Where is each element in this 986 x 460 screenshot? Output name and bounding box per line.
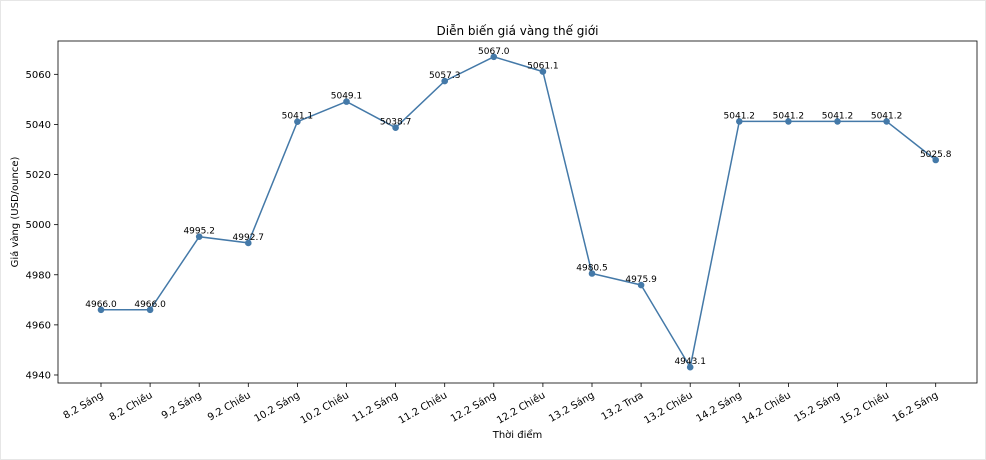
x-tick-label-12: 13.2 Chiều [642,389,695,426]
x-tick-label-4: 10.2 Sáng [252,389,302,425]
x-tick-label-11: 13.2 Trưa [600,390,646,423]
x-tick-label-6: 11.2 Sáng [350,389,400,425]
data-point-10 [588,270,596,277]
data-labels: 4966.0 4966.0 4995.2 4992.7 5041.1 5049.1 5038… [85,47,951,367]
y-tick-label-4960: 4960 [26,320,51,331]
x-tick-label-14: 14.2 Chiều [740,389,793,426]
data-label-3: 4992.7 [233,233,265,243]
data-point-7 [441,77,449,85]
data-label-17: 5025.8 [920,150,952,160]
x-tick-label-1: 8.2 Chiều [107,389,154,423]
data-label-8: 5067.0 [478,47,510,57]
data-point-16 [883,118,890,125]
data-point-3 [245,239,252,247]
price-series-line [101,55,937,370]
data-label-13: 5041.2 [724,111,756,121]
data-point-6 [392,124,399,131]
data-label-5: 5049.1 [331,92,363,102]
x-axis-label: Thời điểm [492,428,543,441]
x-tick-label-15: 15.2 Sáng [792,389,842,425]
x-tick-label-5: 10.2 Chiều [298,389,351,426]
x-tick-label-0: 8.2 Sáng [61,389,105,422]
x-tick-label-9: 12.2 Chiều [495,389,548,426]
x-tick-label-13: 14.2 Sáng [694,389,744,425]
x-axis: 8.2 Sáng 8.2 Chiều 9.2 Sáng 9.2 Chiều 10.2 S… [61,383,940,427]
y-tick-label-5040: 5040 [26,120,51,131]
data-label-12: 4943.1 [674,357,706,367]
y-axis-label: Giá vàng (USD/ounce) [9,157,21,268]
data-label-14: 5041.2 [773,111,805,121]
plot-area [57,40,978,384]
data-label-9: 5061.1 [527,62,559,72]
data-point-8 [490,53,498,61]
data-label-4: 5041.1 [282,112,314,122]
y-tick-label-5000: 5000 [26,220,51,231]
x-tick-label-8: 12.2 Sáng [448,389,498,425]
data-label-0: 4966.0 [85,300,117,310]
data-label-11: 4975.9 [625,275,657,285]
data-label-10: 4980.5 [576,264,608,274]
data-markers [97,53,939,371]
data-point-11 [637,281,645,289]
data-point-15 [834,118,841,125]
data-point-13 [736,118,743,125]
y-axis: 4940 4960 4980 5000 5020 5040 5060 [26,70,58,381]
y-tick-label-4940: 4940 [26,370,51,381]
chart-title: Diễn biến giá vàng thế giới [437,24,599,38]
x-tick-label-17: 16.2 Sáng [890,389,940,425]
data-point-5 [343,98,350,105]
y-tick-label-5060: 5060 [26,70,51,81]
data-label-2: 4995.2 [183,227,215,237]
data-label-16: 5041.2 [871,111,903,121]
data-label-1: 4966.0 [134,300,166,310]
data-point-14 [785,118,792,125]
x-tick-label-16: 15.2 Chiều [838,389,891,426]
x-tick-label-3: 9.2 Chiều [206,389,253,423]
x-tick-label-2: 9.2 Sáng [159,389,203,422]
y-tick-label-5020: 5020 [26,170,51,181]
data-label-7: 5057.3 [429,71,461,81]
data-point-0 [97,306,105,314]
x-tick-label-7: 11.2 Chiều [396,389,449,426]
data-point-17 [932,156,939,164]
data-label-6: 5038.7 [380,118,412,128]
data-point-2 [195,233,203,240]
data-label-15: 5041.2 [822,111,854,121]
data-point-9 [539,68,547,75]
data-point-12 [686,363,694,371]
data-point-1 [146,306,154,314]
y-tick-label-4980: 4980 [26,270,51,281]
x-tick-label-10: 13.2 Sáng [547,389,597,425]
data-point-4 [294,118,301,125]
